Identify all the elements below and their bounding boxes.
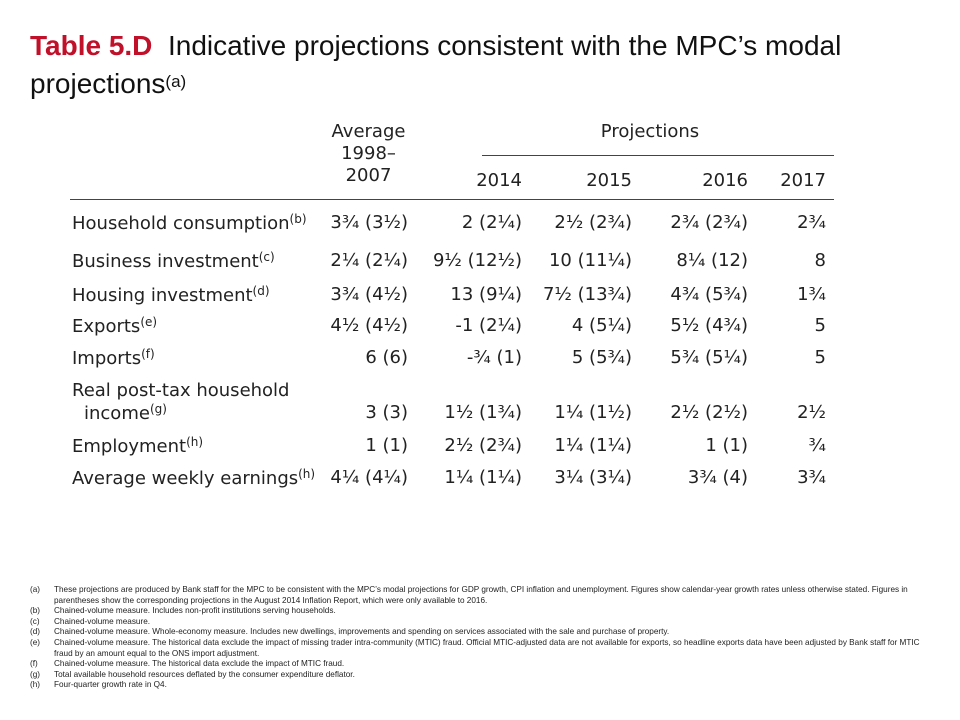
year-2016-header: 2016 — [702, 170, 748, 191]
cell-2017: 1¾ — [797, 284, 826, 305]
table-row-employment: Employment(h) 1 (1) 2½ (2¾) 1¼ (1¼) 1 (1… — [0, 435, 960, 459]
cell-2015: 5 (5¾) — [571, 347, 632, 368]
table-row-real-post-tax-household-income: income(g) 3 (3) 1½ (1¾) 1¼ (1½) 2½ (2½) … — [0, 402, 960, 426]
cell-2017: 8 — [814, 250, 826, 271]
cell-2016: 8¼ (12) — [676, 250, 748, 271]
cell-2016: 2½ (2½) — [670, 402, 748, 423]
cell-2015: 4 (5¼) — [571, 315, 632, 336]
table-row-real-income-label-line1: Real post-tax household — [0, 380, 960, 401]
cell-2015: 1¼ (1½) — [554, 402, 632, 423]
cell-2016: 1 (1) — [705, 435, 748, 456]
cell-average: 4¼ (4¼) — [330, 467, 408, 488]
footnote-g: (g) Total available household resources d… — [30, 669, 355, 679]
cell-2016: 2¾ (2¾) — [670, 212, 748, 233]
row-label: Exports(e) — [72, 315, 158, 337]
cell-2014: 1¼ (1¼) — [444, 467, 522, 488]
row-label: Average weekly earnings(h) — [72, 467, 316, 489]
table-row-exports: Exports(e) 4½ (4½) -1 (2¼) 4 (5¼) 5½ (4¾… — [0, 315, 960, 339]
cell-2014: 9½ (12½) — [432, 250, 522, 271]
projections-rule — [482, 155, 834, 156]
cell-2014: 2½ (2¾) — [444, 435, 522, 456]
row-label: Business investment(c) — [72, 250, 275, 272]
cell-2015: 2½ (2¾) — [554, 212, 632, 233]
cell-average: 3¾ (3½) — [330, 212, 408, 233]
footnote-d: (d) Chained-volume measure. Whole-economy… — [30, 627, 670, 637]
average-header-line1: Average — [331, 121, 406, 142]
cell-2015: 1¼ (1¼) — [554, 435, 632, 456]
row-label: Household consumption(b) — [72, 212, 307, 234]
cell-2017: 5 — [814, 347, 826, 368]
footnotes: (a) These projections are produced by Ban… — [30, 585, 940, 691]
projections-header: Projections — [600, 121, 700, 142]
cell-average: 3¾ (4½) — [330, 284, 408, 305]
table-row-business-investment: Business investment(c) 2¼ (2¼) 9½ (12½) … — [0, 250, 960, 274]
cell-2014: 2 (2¼) — [461, 212, 522, 233]
year-2017-header: 2017 — [780, 170, 826, 191]
footnote-b: (b) Chained-volume measure. Includes non-… — [30, 606, 336, 616]
cell-2016: 5½ (4¾) — [670, 315, 748, 336]
cell-2017: ¾ — [808, 435, 826, 456]
footnote-f: (f) Chained-volume measure. The historica… — [30, 659, 345, 669]
row-label: income(g) — [84, 402, 167, 424]
footnote-c: (c) Chained-volume measure. — [30, 616, 151, 626]
table-row-housing-investment: Housing investment(d) 3¾ (4½) 13 (9¼) 7½… — [0, 284, 960, 308]
cell-average: 1 (1) — [365, 435, 408, 456]
header-rule — [70, 199, 834, 200]
page-title: Table 5.D Indicative projections consist… — [30, 28, 930, 102]
cell-2017: 2¾ — [797, 212, 826, 233]
year-2014-header: 2014 — [476, 170, 522, 191]
cell-2016: 3¾ (4) — [687, 467, 748, 488]
cell-average: 6 (6) — [365, 347, 408, 368]
table-row-average-weekly-earnings: Average weekly earnings(h) 4¼ (4¼) 1¼ (1… — [0, 467, 960, 491]
cell-2014: -1 (2¼) — [455, 315, 522, 336]
table-row-household-consumption: Household consumption(b) 3¾ (3½) 2 (2¼) … — [0, 212, 960, 236]
average-header-line3: 2007 — [345, 165, 392, 186]
cell-2016: 4¾ (5¾) — [670, 284, 748, 305]
cell-2015: 7½ (13¾) — [542, 284, 632, 305]
footnote-a: (a) These projections are produced by Ban… — [30, 585, 908, 605]
footnote-e: (e) Chained-volume measure. The historica… — [30, 637, 920, 658]
title-text: Indicative projections consistent with t… — [30, 30, 842, 99]
cell-average: 2¼ (2¼) — [330, 250, 408, 271]
year-2015-header: 2015 — [586, 170, 632, 191]
table-row-imports: Imports(f) 6 (6) -¾ (1) 5 (5¾) 5¾ (5¼) 5 — [0, 347, 960, 371]
row-label: Employment(h) — [72, 435, 204, 457]
row-label: Imports(f) — [72, 347, 155, 369]
footnote-h: (h) Four-quarter growth rate in Q4. — [30, 680, 167, 690]
cell-2014: 1½ (1¾) — [444, 402, 522, 423]
cell-2016: 5¾ (5¼) — [670, 347, 748, 368]
average-column-header: Average 1998– 2007 — [326, 121, 411, 187]
cell-2014: 13 (9¼) — [450, 284, 522, 305]
cell-2017: 2½ — [797, 402, 826, 423]
cell-2015: 3¼ (3¼) — [554, 467, 632, 488]
cell-2017: 5 — [814, 315, 826, 336]
average-header-line2: 1998– — [341, 143, 396, 164]
cell-2014: -¾ (1) — [466, 347, 522, 368]
cell-2017: 3¾ — [797, 467, 826, 488]
table-number: Table 5.D — [30, 30, 153, 61]
cell-average: 4½ (4½) — [330, 315, 408, 336]
row-label: Housing investment(d) — [72, 284, 270, 306]
cell-2015: 10 (11¼) — [548, 250, 632, 271]
title-footnote-ref: (a) — [165, 72, 187, 91]
projections-table: Average 1998– 2007 Projections 2014 2015… — [0, 121, 960, 491]
row-label-line1: Real post-tax household — [72, 380, 290, 401]
cell-average: 3 (3) — [365, 402, 408, 423]
